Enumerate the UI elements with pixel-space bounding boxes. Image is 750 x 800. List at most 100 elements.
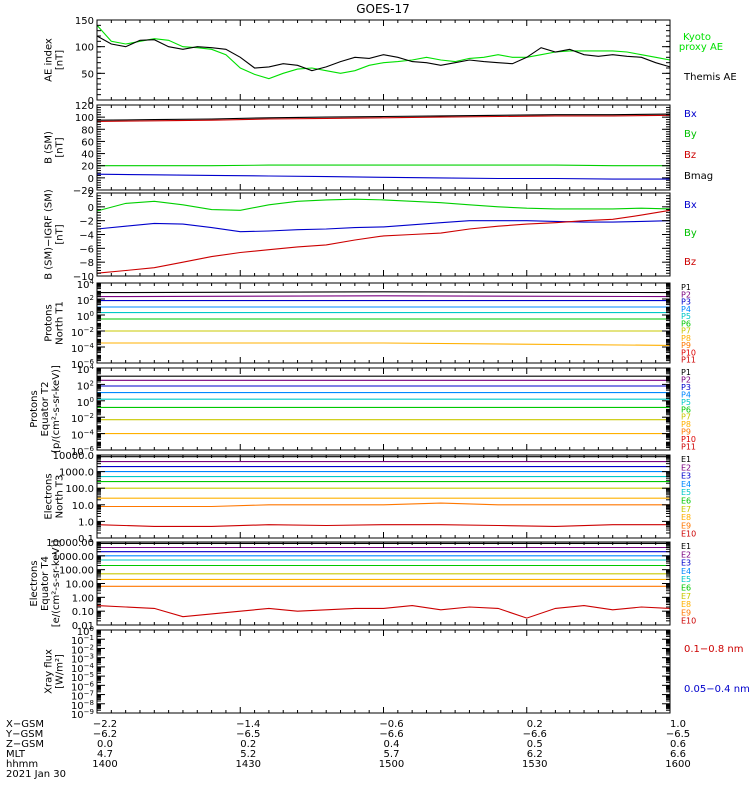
- x-row-label: hhmm: [6, 759, 38, 770]
- y-tick-label: 2: [88, 189, 94, 200]
- y-tick-label: 0: [88, 96, 94, 107]
- legend-proxy-ae: proxy AE: [679, 42, 723, 53]
- y-axis-label: North T1: [55, 301, 66, 345]
- legend-bsm: Bz: [684, 150, 696, 161]
- y-tick-label: 150: [75, 16, 94, 27]
- y-axis-label: Equator T4: [40, 556, 51, 611]
- x-column-value: 5.7: [384, 749, 400, 760]
- x-column-value: 0.0: [97, 739, 113, 750]
- x-row-label: Z−GSM: [6, 739, 44, 750]
- y-tick-label: 100: [77, 625, 94, 638]
- x-column-value: −6.2: [93, 729, 117, 740]
- y-tick-label: 10−9: [71, 708, 94, 721]
- legend-entry: E9: [681, 521, 691, 530]
- x-column-value: 0.2: [240, 739, 256, 750]
- figure-title: GOES-17: [356, 2, 410, 16]
- y-tick-label: 10−6: [71, 680, 95, 693]
- y-axis-label: [nT]: [55, 50, 66, 70]
- panel-frame: [96, 192, 671, 277]
- x-column-value: 5.2: [240, 749, 256, 760]
- legend-entry: 0.05−0.4 nm: [684, 684, 750, 695]
- legend-entry: E4: [681, 567, 691, 576]
- panel-protons_t1: 10−6 10−4 10−2 100 102 104 Protons North T1 P1P2…: [44, 278, 697, 371]
- series-bdiff-bz: [96, 209, 671, 274]
- y-tick-label: −4: [79, 231, 94, 242]
- y-tick-label: 10−4: [71, 342, 95, 355]
- y-axis-label: [nT]: [55, 137, 66, 157]
- y-tick-label: 100: [77, 310, 94, 323]
- y-tick-label: 10000.00: [46, 538, 94, 549]
- y-tick-label: 10.0: [72, 501, 94, 512]
- y-tick-label: 1.00: [72, 593, 94, 604]
- y-tick-label: 10−3: [71, 653, 94, 666]
- legend-entry: P7: [681, 327, 691, 336]
- legend-entry: P4: [681, 390, 691, 399]
- y-tick-label: 102: [77, 294, 94, 307]
- legend-entry: E4: [681, 480, 691, 489]
- x-row-label: MLT: [6, 749, 26, 760]
- y-tick-label: −6: [79, 244, 94, 255]
- x-column-value: 6.2: [527, 749, 543, 760]
- y-tick-label: 0.1: [78, 534, 94, 545]
- y-tick-label: −10: [73, 272, 94, 283]
- y-tick-label: 120: [75, 101, 94, 112]
- legend-entry: 0.1−0.8 nm: [684, 644, 743, 655]
- legend-entry: E3: [681, 559, 691, 568]
- legend-entry: E1: [681, 455, 691, 464]
- y-tick-label: 10−6: [71, 445, 95, 458]
- panel-frame: [96, 629, 671, 714]
- legend-entry: E6: [681, 497, 691, 506]
- x-column-value: 1530: [522, 759, 547, 770]
- series-bsm-by: [97, 164, 670, 167]
- legend-entry: P4: [681, 305, 691, 314]
- y-tick-label: 1.0: [78, 517, 94, 528]
- y-tick-label: 10−6: [71, 358, 95, 371]
- y-tick-label: −8: [79, 258, 94, 269]
- x-column-value: −6.6: [379, 729, 403, 740]
- legend-bdiff: Bx: [684, 200, 697, 211]
- y-tick-label: 40: [81, 150, 94, 161]
- panel-protons_t2: 10−6 10−4 10−2 100 102 104 Protons Equator T2 [p…: [29, 363, 696, 458]
- x-column-value: 1.0: [670, 719, 686, 730]
- y-axis-label: Electrons: [44, 473, 55, 519]
- y-tick-label: 10000.0: [53, 451, 94, 462]
- y-tick-label: 60: [81, 137, 94, 148]
- panel-electrons_t3: 0.1 1.0 10.0 100.0 1000.0 10000.0 Electrons Nor…: [44, 451, 697, 545]
- x-column-value: −6.5: [666, 729, 690, 740]
- y-axis-label: Protons: [44, 304, 55, 341]
- y-tick-label: 80: [81, 125, 94, 136]
- legend-entry: E8: [681, 600, 691, 609]
- y-tick-label: 100.0: [65, 484, 94, 495]
- y-tick-label: 20: [81, 162, 94, 173]
- legend-entry: E8: [681, 513, 691, 522]
- x-row-label: Y−GSM: [5, 729, 43, 740]
- y-tick-label: −2: [79, 217, 94, 228]
- y-axis-label: B (SM)−IGRF (SM): [44, 189, 55, 280]
- y-axis-label: AE index: [44, 38, 55, 82]
- y-tick-label: 50: [81, 69, 94, 80]
- series-ae-themis-ae: [96, 35, 671, 72]
- panel-ae: 0 50 100 150 AE index [nT]: [44, 16, 671, 107]
- y-tick-label: 10−4: [71, 662, 95, 675]
- y-tick-label: 10−2: [71, 326, 94, 339]
- x-column-value: 0.4: [384, 739, 400, 750]
- x-row-label: X−GSM: [6, 719, 44, 730]
- series-protons_t1-p1: [96, 291, 671, 294]
- legend-entry: P10: [681, 435, 696, 444]
- legend-entry: P11: [681, 443, 696, 452]
- y-axis-label: [e/(cm²-s-sr-keV)]: [51, 540, 62, 628]
- legend-entry: P6: [681, 405, 691, 414]
- y-axis-label: Electrons: [29, 560, 40, 606]
- legend-kyoto: Kyoto: [683, 32, 711, 43]
- y-tick-label: 100: [75, 113, 94, 124]
- series-protons_t1-p2: [96, 295, 671, 298]
- series-electrons_t3-e9: [97, 502, 670, 508]
- legend-bsm: Bx: [684, 109, 697, 120]
- y-tick-label: 10−2: [71, 643, 94, 656]
- series-bdiff-bx: [96, 220, 671, 233]
- legend-bdiff: Bz: [684, 257, 696, 268]
